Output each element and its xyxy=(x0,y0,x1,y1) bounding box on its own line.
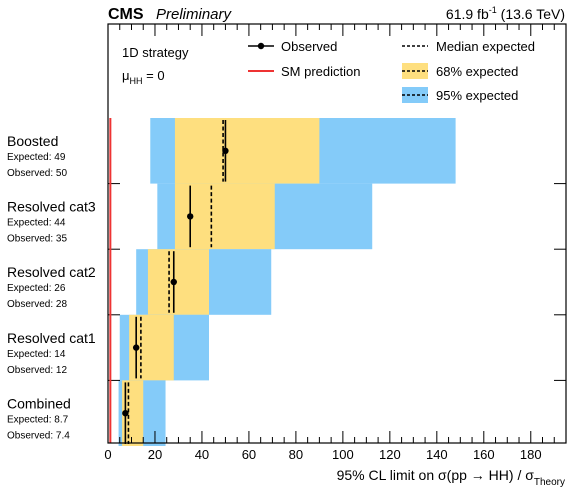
expected-bands xyxy=(118,118,456,446)
observed-marker-resolved-cat3 xyxy=(187,213,194,220)
legend-sm-label: SM prediction xyxy=(281,64,360,79)
legend-observed-label: Observed xyxy=(281,39,337,54)
category-expected-resolved-cat2: Expected: 26 xyxy=(7,283,66,294)
mu-hh-label: μHH = 0 xyxy=(122,68,165,86)
x-tick-label: 60 xyxy=(242,447,256,462)
band68-combined xyxy=(122,380,144,446)
observed-marker-combined xyxy=(122,410,129,417)
category-name-boosted: Boosted xyxy=(7,133,58,149)
x-axis-title: 95% CL limit on σ(pp → HH) / σTheory xyxy=(337,467,565,488)
strategy-label: 1D strategy xyxy=(122,45,189,60)
preliminary-label: Preliminary xyxy=(156,6,233,23)
legend-95-label: 95% expected xyxy=(436,88,518,103)
category-name-resolved-cat1: Resolved cat1 xyxy=(7,330,96,346)
band68-resolved-cat2 xyxy=(147,249,209,315)
x-tick-label: 0 xyxy=(104,447,111,462)
category-expected-resolved-cat1: Expected: 14 xyxy=(7,349,66,360)
observed-marker-resolved-cat1 xyxy=(132,344,140,351)
limit-markers xyxy=(109,118,229,444)
band68-boosted xyxy=(174,118,320,184)
legend: Observed SM prediction Median expected 6… xyxy=(248,39,535,103)
x-tick-label: 180 xyxy=(520,447,542,462)
category-observed-resolved-cat2: Observed: 28 xyxy=(7,299,67,310)
category-observed-combined: Observed: 7.4 xyxy=(7,430,70,441)
x-tick-label: 40 xyxy=(195,447,209,462)
category-name-resolved-cat3: Resolved cat3 xyxy=(7,199,96,215)
legend-observed-marker xyxy=(257,42,265,50)
x-tick-label: 160 xyxy=(473,447,495,462)
x-tick-label: 100 xyxy=(332,447,354,462)
observed-marker-resolved-cat2 xyxy=(170,278,177,286)
x-tick-label: 80 xyxy=(289,447,303,462)
category-name-combined: Combined xyxy=(7,395,71,411)
category-expected-combined: Expected: 8.7 xyxy=(7,414,69,425)
x-tick-label: 120 xyxy=(379,447,401,462)
x-tick-label: 140 xyxy=(426,447,448,462)
cms-label: CMS xyxy=(108,6,144,23)
category-labels: Boosted Expected: 49 Observed: 50 Resolved … xyxy=(7,133,96,441)
category-expected-boosted: Expected: 49 xyxy=(7,152,66,163)
category-expected-resolved-cat3: Expected: 44 xyxy=(7,218,66,229)
category-observed-resolved-cat3: Observed: 35 xyxy=(7,234,67,245)
category-name-resolved-cat2: Resolved cat2 xyxy=(7,264,96,280)
x-axis: 0 20 40 60 80 100 120 140 160 180 xyxy=(104,24,567,462)
lumi-label: 61.9 fb-1 (13.6 TeV) xyxy=(446,5,565,22)
category-observed-boosted: Observed: 50 xyxy=(7,168,67,179)
x-tick-label: 20 xyxy=(148,447,162,462)
observed-marker-boosted xyxy=(222,147,229,154)
legend-68-label: 68% expected xyxy=(436,64,518,79)
plot-frame xyxy=(107,23,567,444)
legend-median-label: Median expected xyxy=(436,39,535,54)
category-observed-resolved-cat1: Observed: 12 xyxy=(7,365,67,376)
